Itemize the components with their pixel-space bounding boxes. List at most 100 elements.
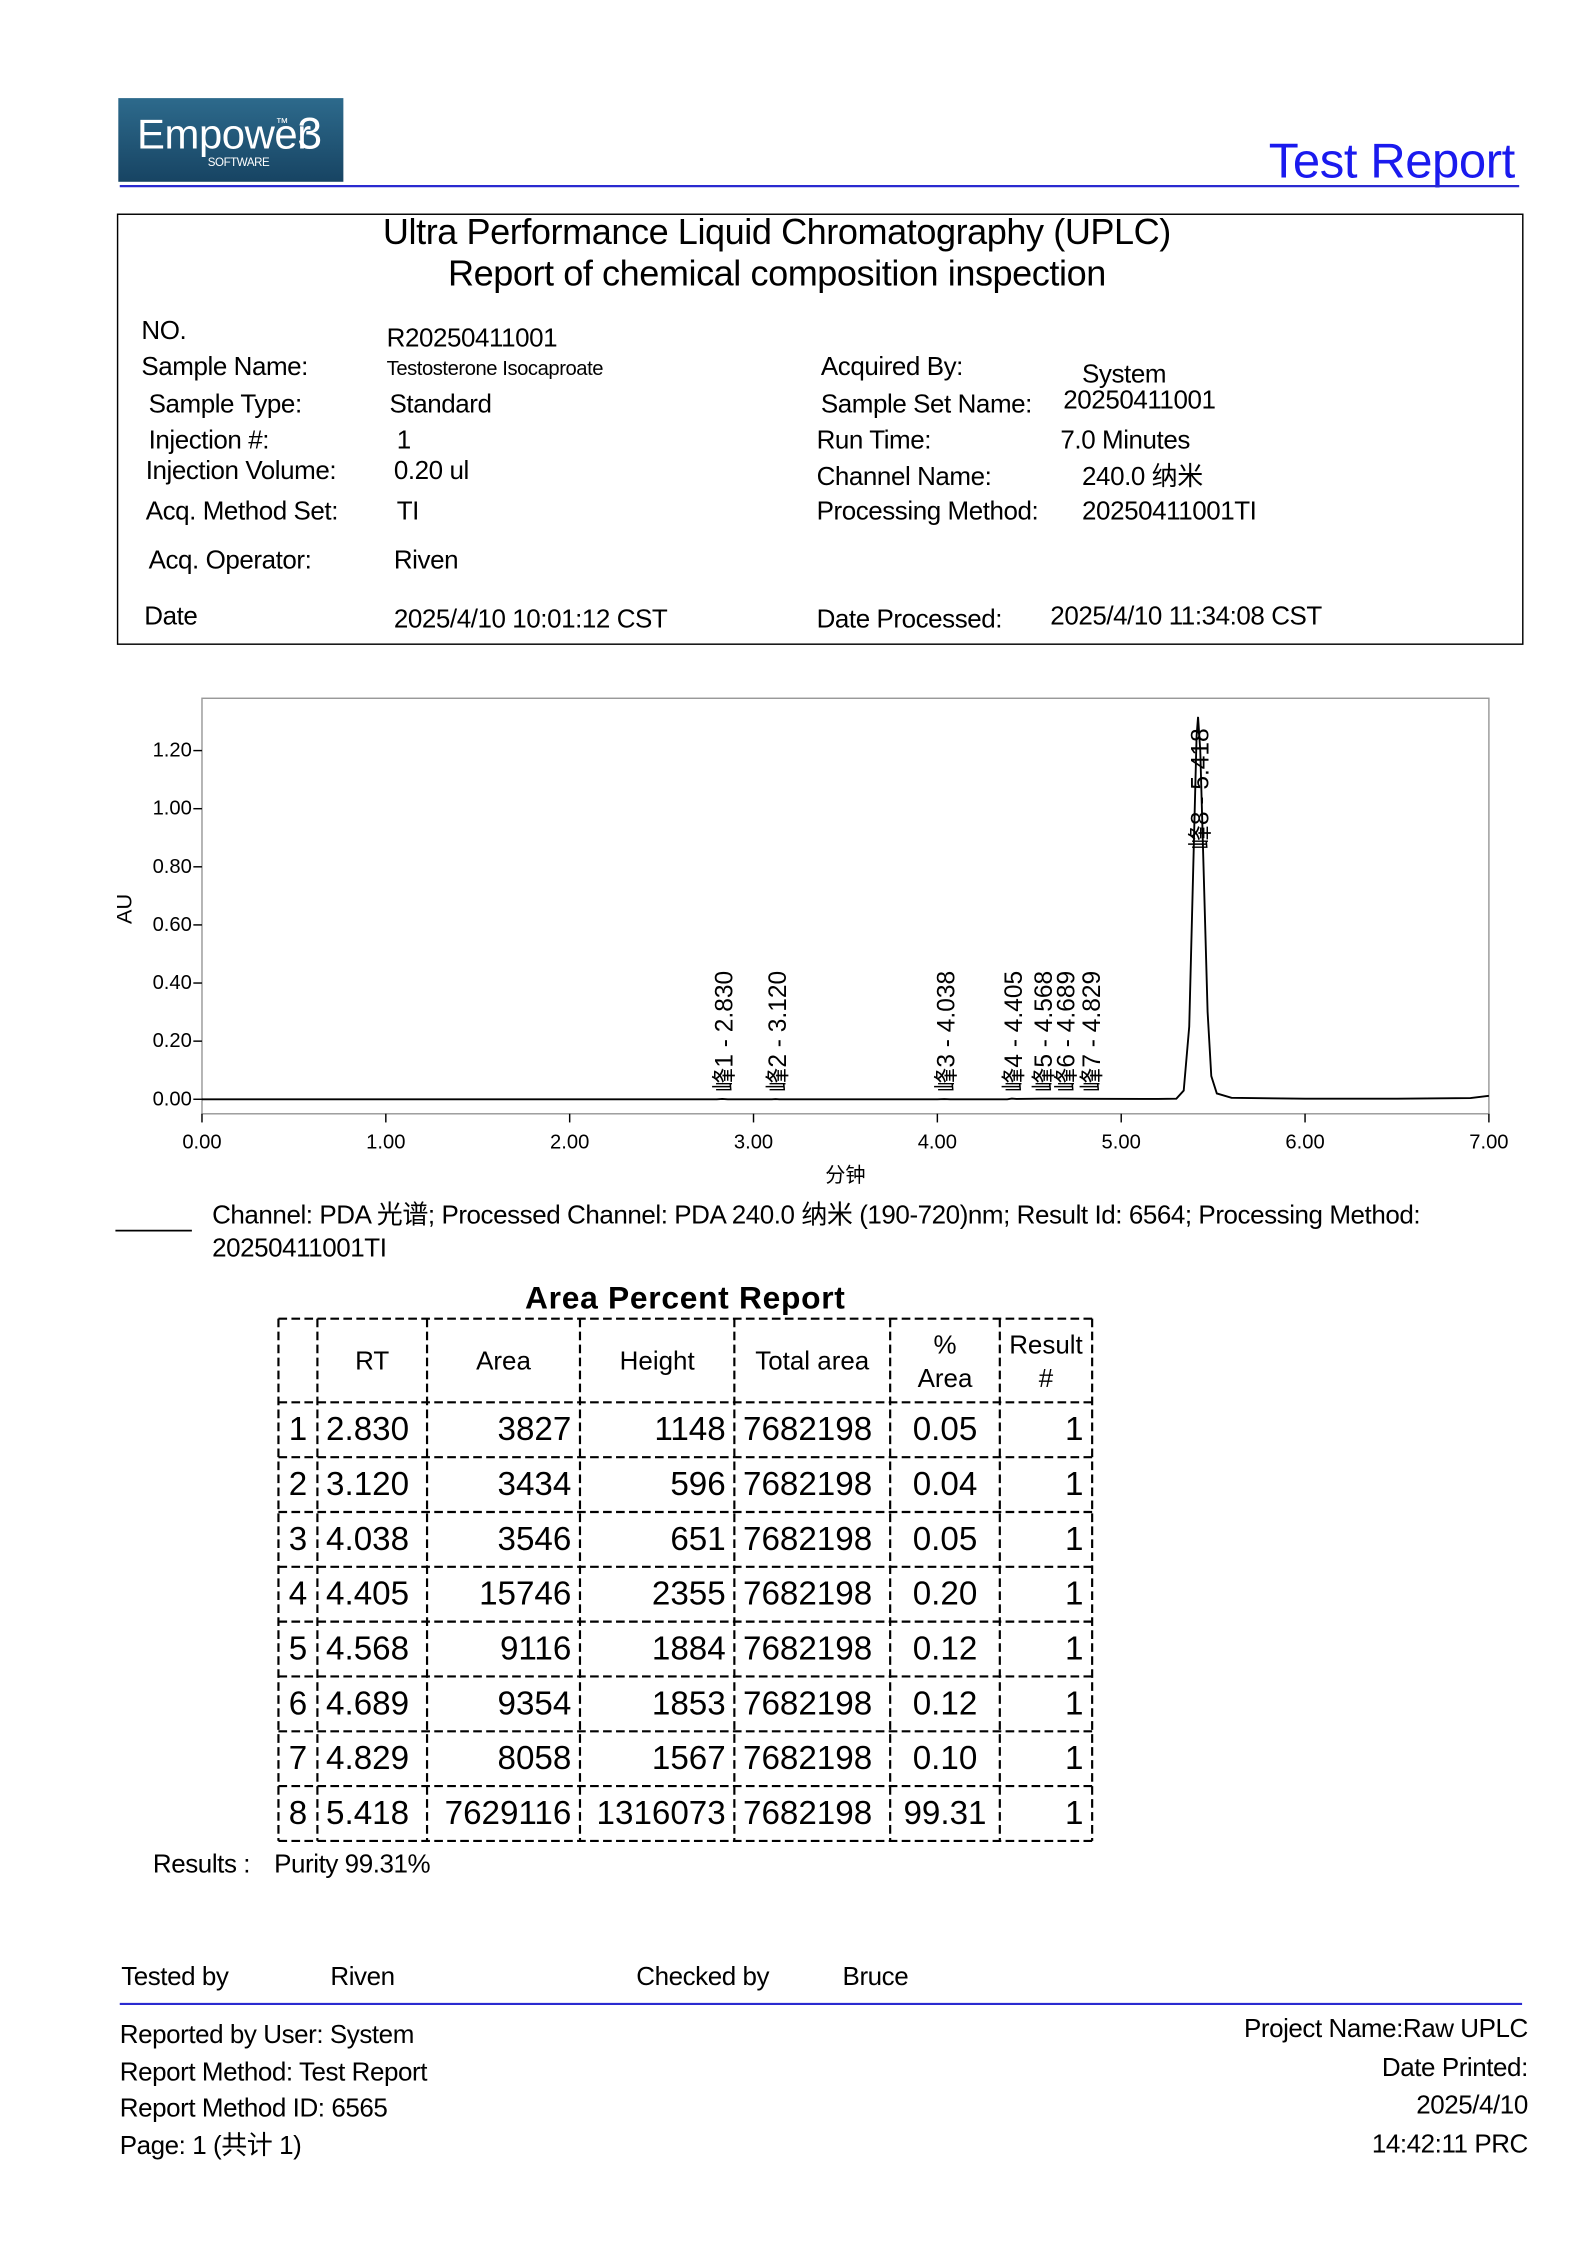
results-label: Results : — [152, 1849, 251, 1879]
x-tick-label: 0.00 — [182, 1132, 221, 1154]
table-cell: 3 — [289, 1521, 307, 1558]
field-label: Date Processed: — [816, 604, 1003, 634]
table-cell: 0.10 — [913, 1740, 978, 1777]
table-cell: 7682198 — [743, 1740, 872, 1777]
table-cell: 7682198 — [743, 1411, 872, 1448]
field-value: Testosterone Isocaproate — [386, 356, 604, 380]
table-cell: 596 — [670, 1466, 725, 1503]
table-cell: 4.568 — [326, 1631, 409, 1668]
field-label: Acquired By: — [820, 352, 963, 381]
logo-name: Empower — [137, 112, 311, 159]
table-header: Height — [620, 1345, 696, 1375]
field-label: NO. — [141, 315, 187, 345]
x-tick-label: 7.00 — [1469, 1132, 1508, 1154]
field-label: Injection #: — [148, 425, 270, 455]
table-cell: 7629116 — [445, 1795, 572, 1832]
field-value: Standard — [389, 389, 492, 419]
peak-label: 峰5 - 4.568 — [1030, 971, 1058, 1092]
x-tick-label: 2.00 — [550, 1132, 589, 1154]
table-header: Result # — [1009, 1330, 1083, 1393]
x-tick-label: 4.00 — [918, 1132, 957, 1154]
table-cell: 7682198 — [743, 1576, 872, 1613]
table-cell: 1 — [1065, 1685, 1083, 1722]
table-cell: 8 — [289, 1795, 307, 1832]
table-cell: 99.31 — [903, 1795, 986, 1832]
table-cell: 2355 — [652, 1576, 726, 1613]
table-cell: 1 — [1065, 1466, 1083, 1503]
table-cell: 1 — [1065, 1631, 1083, 1668]
field-label: Sample Name: — [141, 352, 308, 381]
field-value: 2025/4/10 10:01:12 CST — [393, 604, 668, 634]
table-cell: 1853 — [652, 1685, 726, 1722]
table-cell: 7 — [289, 1740, 307, 1777]
field-label: Sample Set Name: — [820, 389, 1032, 419]
y-tick-label: 0.20 — [153, 1030, 192, 1052]
report-title: Test Report — [1268, 134, 1516, 189]
footer-line: 14:42:11 PRC — [1371, 2128, 1528, 2158]
field-value: 7.0 Minutes — [1060, 425, 1190, 455]
table-cell: 4.689 — [326, 1685, 409, 1722]
info-box — [116, 213, 1524, 645]
y-tick-label: 1.20 — [153, 740, 192, 762]
y-tick-label: 0.80 — [153, 856, 192, 878]
table-cell: 15746 — [479, 1576, 571, 1613]
peak-label: 峰4 - 4.405 — [1000, 971, 1028, 1092]
logo-tm: ™ — [275, 115, 289, 130]
main-title: Report of chemical composition inspectio… — [447, 253, 1106, 295]
y-tick-label: 1.00 — [153, 798, 192, 820]
table-cell: 1884 — [652, 1631, 726, 1668]
table-cell: 0.12 — [913, 1685, 978, 1722]
table-cell: 5.418 — [326, 1795, 409, 1832]
peak-label: 峰1 - 2.830 — [711, 971, 739, 1092]
table-cell: 2.830 — [326, 1411, 409, 1448]
table-cell: 1 — [1065, 1411, 1083, 1448]
field-value: 240.0 纳米 — [1082, 461, 1203, 491]
logo-sub: SOFTWARE — [207, 155, 270, 169]
peak-label: 峰7 - 4.829 — [1078, 971, 1106, 1092]
table-cell: 1316073 — [597, 1795, 726, 1832]
table-cell: 3434 — [498, 1466, 572, 1503]
x-axis-title: 分钟 — [825, 1164, 865, 1187]
table-cell: 0.05 — [913, 1521, 978, 1558]
peak-label: 峰8 - 5.418 — [1186, 728, 1214, 849]
table-header: Total area — [755, 1345, 870, 1375]
footer-line: Report Method ID: 6565 — [119, 2093, 388, 2123]
table-cell: 7682198 — [743, 1795, 872, 1832]
table-cell: 1567 — [652, 1740, 726, 1777]
field-value: 20250411001 — [1063, 385, 1216, 415]
table-cell: 4.038 — [326, 1521, 409, 1558]
field-value: 0.20 ul — [393, 455, 469, 485]
table-cell: 7682198 — [743, 1685, 872, 1722]
table-header: % Area — [918, 1330, 973, 1393]
field-label: Processing Method: — [816, 496, 1039, 526]
table-cell: 1 — [1065, 1740, 1083, 1777]
table-cell: 1 — [1065, 1576, 1083, 1613]
x-tick-label: 1.00 — [366, 1132, 405, 1154]
table-cell: 7682198 — [743, 1521, 872, 1558]
field-label: Sample Type: — [148, 389, 303, 419]
results-value: Purity 99.31% — [274, 1849, 431, 1879]
table-header: RT — [355, 1345, 389, 1375]
field-label: Channel Name: — [816, 461, 992, 491]
footer-line: Report Method: Test Report — [119, 2056, 428, 2086]
y-tick-label: 0.60 — [153, 914, 192, 936]
trace — [201, 716, 1490, 1101]
field-value: System — [1082, 359, 1167, 389]
table-cell: 0.05 — [913, 1411, 978, 1448]
plot-frame — [201, 697, 1490, 1115]
logo: Empower ™ 3 SOFTWARE — [118, 98, 344, 182]
footer-line: Date Printed: — [1381, 2052, 1528, 2082]
signature-name: Bruce — [842, 1962, 909, 1991]
peak-label: 峰2 - 3.120 — [764, 971, 792, 1092]
main-title: Ultra Performance Liquid Chromatography … — [382, 212, 1171, 253]
table-cell: 1 — [1065, 1795, 1083, 1832]
field-label: Acq. Operator: — [148, 545, 312, 575]
table-cell: 9116 — [500, 1631, 571, 1668]
table-cell: 4 — [289, 1576, 307, 1613]
table-cell: 651 — [670, 1521, 725, 1558]
table-cell: 2 — [289, 1466, 307, 1503]
table-cell: 9354 — [498, 1685, 572, 1722]
table-cell: 1148 — [654, 1411, 725, 1448]
field-label: Date — [144, 601, 198, 631]
